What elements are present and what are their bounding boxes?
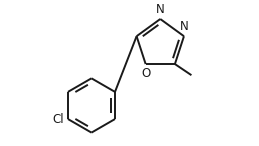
Text: O: O — [141, 67, 150, 80]
Text: N: N — [156, 3, 165, 16]
Text: Cl: Cl — [53, 113, 64, 126]
Text: N: N — [179, 20, 188, 33]
